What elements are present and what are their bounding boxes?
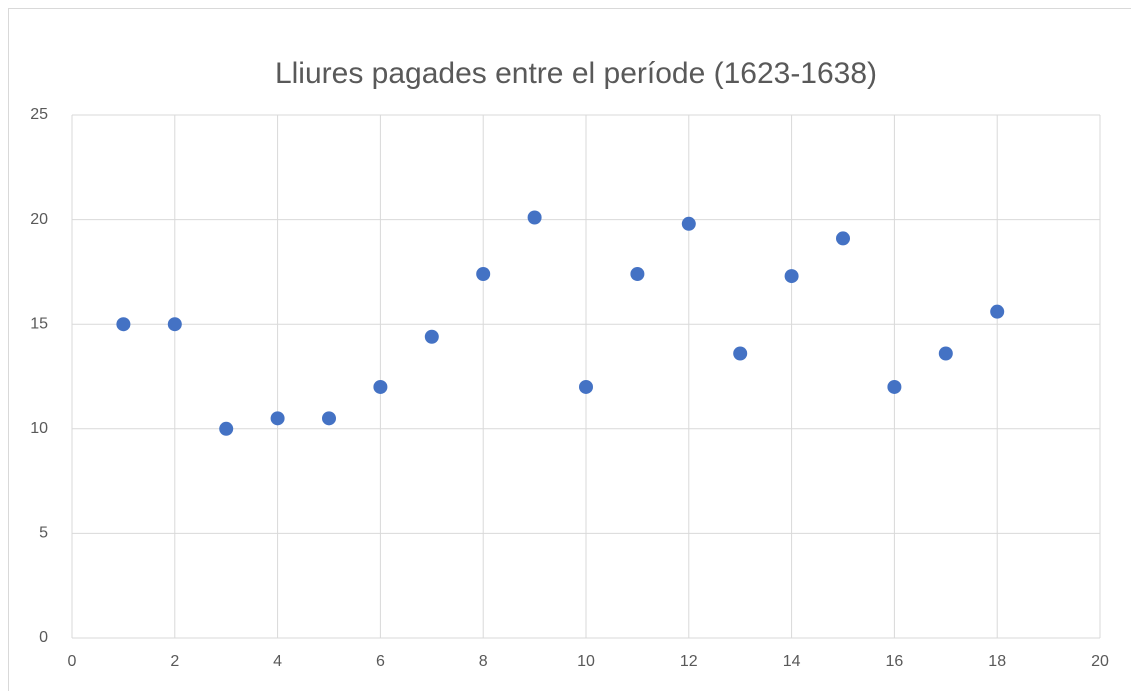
- x-tick-label: 18: [988, 653, 1006, 670]
- point: [579, 379, 593, 394]
- point: [270, 411, 285, 426]
- point: [167, 317, 182, 332]
- y-tick-label: 0: [39, 629, 48, 646]
- chart-border: [8, 8, 1131, 691]
- x-tick-label: 4: [273, 653, 282, 670]
- x-tick-label: 10: [577, 653, 595, 670]
- x-tick-label: 0: [68, 653, 77, 670]
- x-tick-label: 16: [886, 653, 904, 670]
- point: [681, 216, 696, 231]
- point: [733, 346, 748, 361]
- x-tick-label: 8: [479, 653, 488, 670]
- point: [990, 304, 1005, 319]
- point: [630, 266, 645, 281]
- point: [322, 411, 336, 426]
- point: [938, 346, 953, 361]
- chart-title: Lliures pagades entre el període (1623-1…: [275, 57, 877, 90]
- point: [373, 379, 388, 394]
- point: [219, 421, 234, 436]
- y-tick-label: 15: [30, 315, 48, 332]
- x-tick-label: 2: [170, 653, 179, 670]
- y-tick-label: 10: [30, 420, 48, 437]
- y-tick-label: 5: [39, 525, 48, 542]
- point: [784, 269, 799, 284]
- point: [476, 266, 491, 281]
- point: [116, 317, 131, 332]
- y-tick-label: 25: [30, 106, 48, 123]
- x-tick-label: 6: [376, 653, 385, 670]
- point: [424, 329, 439, 344]
- point: [527, 210, 542, 225]
- point: [887, 379, 902, 394]
- y-tick-label: 20: [30, 211, 48, 228]
- x-tick-label: 12: [680, 653, 698, 670]
- point: [836, 231, 850, 246]
- x-tick-label: 20: [1091, 653, 1109, 670]
- x-tick-label: 14: [783, 653, 801, 670]
